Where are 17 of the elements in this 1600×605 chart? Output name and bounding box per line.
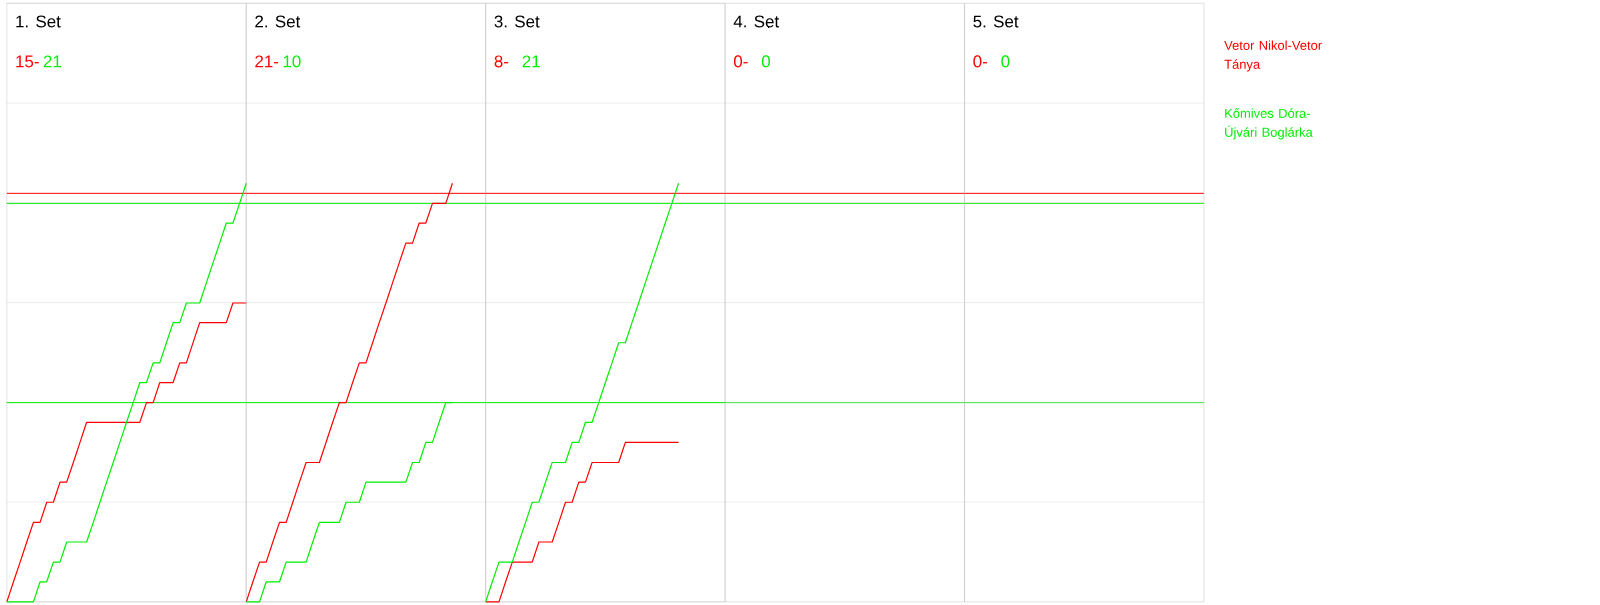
text: 5. Set xyxy=(973,15,1019,28)
text: 15- xyxy=(16,55,39,68)
text: 10 xyxy=(283,55,301,68)
text: 8- xyxy=(494,55,509,68)
text: 0- xyxy=(973,55,988,68)
text: 21 xyxy=(43,55,61,68)
text: 21 xyxy=(522,55,540,68)
text: Vetor Nikol-Vetor Tánya xyxy=(1224,40,1322,72)
chart-title: 3. Set xyxy=(494,15,540,28)
chart-title: 1. Set xyxy=(16,15,61,28)
text: Kőmives Dóra-Újvári Boglárka xyxy=(1225,108,1313,140)
text: 0 xyxy=(1001,55,1010,68)
text: 4. Set xyxy=(733,15,780,28)
text: 0 xyxy=(761,55,770,68)
chart-title: 2. Set xyxy=(255,15,301,28)
text: 0- xyxy=(733,55,748,68)
text: 21- xyxy=(255,55,279,68)
